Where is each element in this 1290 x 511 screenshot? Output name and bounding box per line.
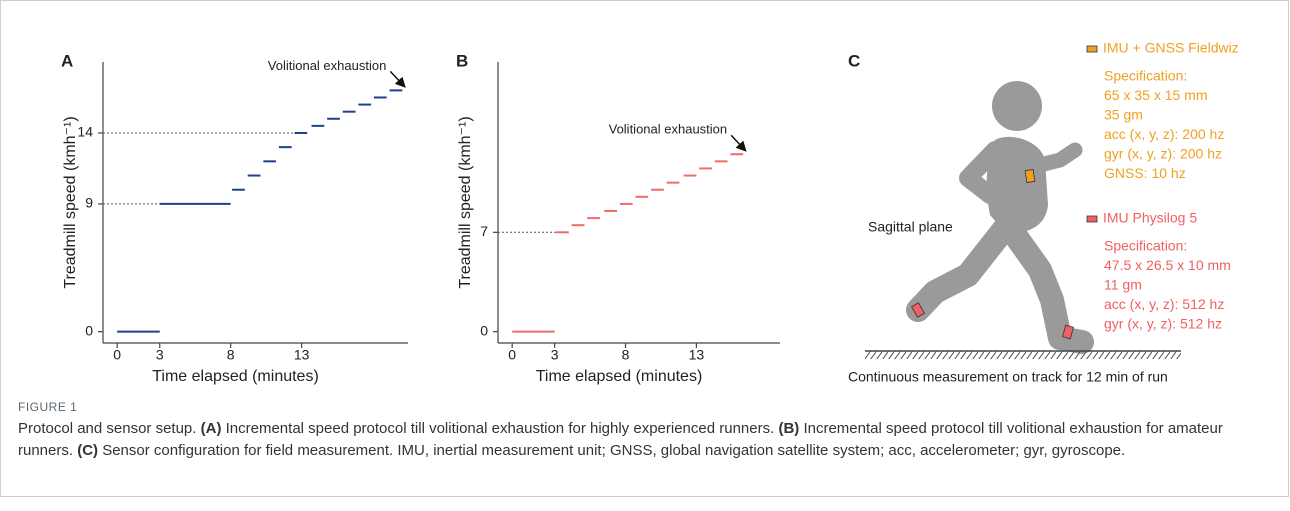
panel-label: A: [61, 51, 73, 70]
y-tick-label: 7: [480, 223, 488, 239]
sensor-marker: [1024, 169, 1036, 183]
x-tick-label: 3: [551, 347, 559, 363]
caption-text: Sensor configuration for field measureme…: [102, 442, 394, 459]
caption-tail: IMU, inertial measurement unit; GNSS, gl…: [397, 442, 1126, 459]
annotation-arrow: [730, 134, 747, 152]
x-tick-label: 13: [294, 347, 310, 363]
annotation: Volitional exhaustion: [609, 122, 728, 137]
sensor-name: IMU Physilog 5: [1103, 210, 1197, 226]
caption-tag: (A): [200, 420, 222, 437]
sensor-spec: 65 x 35 x 15 mm: [1104, 87, 1208, 103]
runner-figure: [906, 81, 1094, 354]
ground-hatch: [865, 351, 1181, 359]
y-tick-label: 0: [85, 322, 93, 338]
caption-lead: Protocol and sensor setup.: [18, 420, 197, 437]
x-axis-title: Time elapsed (minutes): [536, 368, 703, 385]
sensor-spec: acc (x, y, z): 512 hz: [1104, 296, 1224, 312]
x-axis-title: Time elapsed (minutes): [152, 368, 319, 385]
caption: Protocol and sensor setup. (A) Increment…: [18, 418, 1258, 462]
x-tick-label: 0: [508, 347, 516, 363]
plane-label: Sagittal plane: [868, 219, 953, 235]
panel-label: C: [848, 51, 860, 70]
figure-label: FIGURE 1: [18, 400, 78, 414]
x-tick-label: 0: [113, 347, 121, 363]
y-axis-title: Treadmill speed (kmh⁻¹): [457, 116, 474, 288]
caption-tag: (B): [778, 420, 800, 437]
panel-label: B: [456, 51, 468, 70]
sensor-name: IMU + GNSS Fieldwiz: [1103, 40, 1239, 56]
caption-text: Incremental speed protocol till volition…: [18, 420, 1223, 459]
ground-label: Continuous measurement on track for 12 m…: [848, 369, 1168, 385]
figure-border: [0, 0, 1289, 497]
legend-swatch: [1086, 45, 1098, 53]
sensor-spec: 47.5 x 26.5 x 10 mm: [1104, 257, 1231, 273]
sensor-spec: 35 gm: [1104, 107, 1143, 123]
sensor-marker: [910, 302, 926, 318]
sensor-marker: [1062, 324, 1074, 340]
y-tick-label: 14: [77, 124, 93, 140]
y-tick-label: 0: [480, 322, 488, 338]
annotation-arrow: [389, 70, 406, 88]
sensor-spec: gyr (x, y, z): 512 hz: [1104, 316, 1222, 332]
sensor-spec: acc (x, y, z): 200 hz: [1104, 126, 1224, 142]
x-tick-label: 8: [622, 347, 630, 363]
y-tick-label: 9: [85, 195, 93, 211]
annotation: Volitional exhaustion: [268, 58, 387, 73]
legend-swatch: [1086, 215, 1098, 223]
caption-tag: (C): [77, 442, 99, 459]
x-tick-label: 3: [156, 347, 164, 363]
sensor-spec: GNSS: 10 hz: [1104, 165, 1186, 181]
x-tick-label: 13: [689, 347, 705, 363]
sensor-spec: Specification:: [1104, 238, 1187, 254]
sensor-spec: Specification:: [1104, 68, 1187, 84]
x-tick-label: 8: [227, 347, 235, 363]
caption-text: Incremental speed protocol till volition…: [225, 420, 775, 437]
y-axis-title: Treadmill speed (kmh⁻¹): [62, 116, 79, 288]
sensor-spec: 11 gm: [1104, 277, 1142, 293]
sensor-spec: gyr (x, y, z): 200 hz: [1104, 146, 1222, 162]
